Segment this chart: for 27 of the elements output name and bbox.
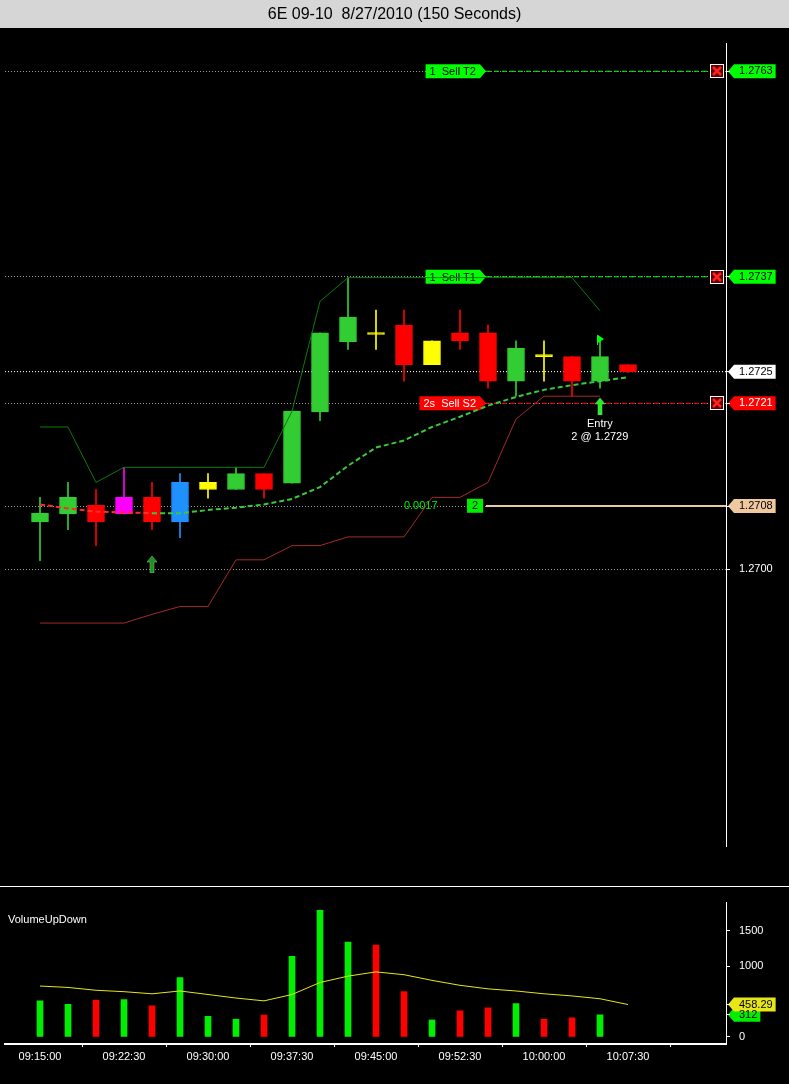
- y-tick-label: 1000: [739, 959, 764, 972]
- y-tick-label: 1.2721: [739, 396, 773, 409]
- x-tick-label: 09:22:30: [102, 1049, 146, 1062]
- text: VolumeUpDown: [8, 913, 87, 926]
- annotation: Entry 2 @ 1.2729: [571, 416, 629, 442]
- ref-line-label: 2s Sell S2: [423, 397, 477, 410]
- y-tick-label: 1.2737: [739, 269, 773, 282]
- x-tick-label: 09:30:00: [186, 1049, 230, 1062]
- x-tick-label: 09:37:30: [270, 1049, 314, 1062]
- x-tick-label: 10:07:30: [606, 1049, 650, 1062]
- y-tick-label: 1.2763: [739, 64, 773, 77]
- annotation: 0.0017: [403, 498, 438, 511]
- y-tick-label: 458.29: [739, 997, 773, 1010]
- y-tick-label: 1500: [739, 923, 764, 936]
- ref-line-label: 1 Sell T2: [429, 65, 476, 78]
- x-tick-label: 09:45:00: [354, 1049, 398, 1062]
- x-tick-label: 10:00:00: [522, 1049, 566, 1062]
- annotation: 2: [472, 498, 479, 511]
- y-tick-label: 312: [739, 1007, 758, 1020]
- y-tick-label: 1.2725: [739, 364, 773, 377]
- y-tick-label: 1.2700: [739, 562, 773, 575]
- ref-line-label: 1 Sell T1: [429, 270, 476, 283]
- x-tick-label: 09:15:00: [18, 1049, 62, 1062]
- x-tick-label: 09:52:30: [438, 1049, 482, 1062]
- chart-title: 6E 09-10 8/27/2010 (150 Seconds): [0, 0, 789, 28]
- y-tick-label: 0: [739, 1029, 746, 1042]
- y-tick-label: 1.2708: [739, 499, 773, 512]
